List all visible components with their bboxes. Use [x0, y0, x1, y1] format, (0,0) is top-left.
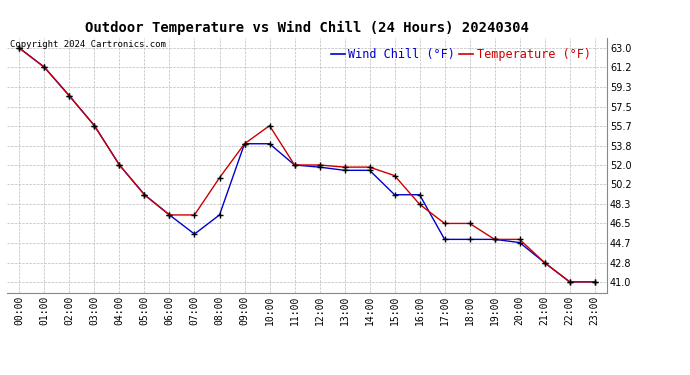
Text: Copyright 2024 Cartronics.com: Copyright 2024 Cartronics.com	[10, 40, 166, 49]
Title: Outdoor Temperature vs Wind Chill (24 Hours) 20240304: Outdoor Temperature vs Wind Chill (24 Ho…	[85, 21, 529, 35]
Legend: Wind Chill (°F), Temperature (°F): Wind Chill (°F), Temperature (°F)	[326, 44, 595, 66]
